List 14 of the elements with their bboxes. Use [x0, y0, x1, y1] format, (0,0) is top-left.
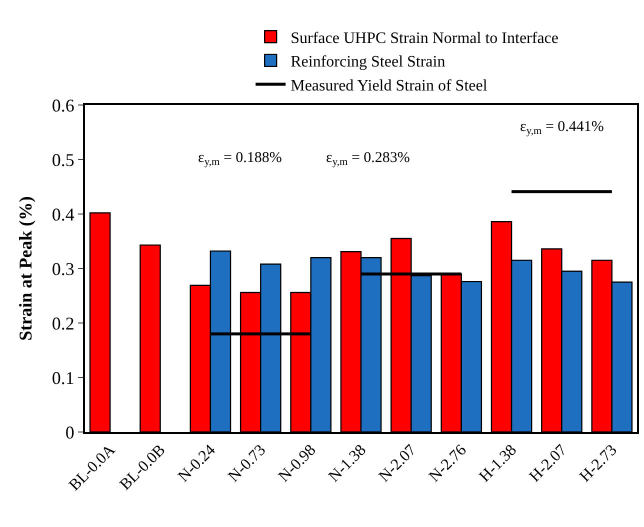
annotation: ε$_{y,m}$ = 0.188%: [198, 150, 282, 168]
legend-label: Measured Yield Strain of Steel: [290, 77, 488, 94]
legend-label: Surface UHPC Strain Normal to Interface: [290, 30, 559, 47]
y-tick-label: 0.5: [52, 150, 74, 170]
y-tick-label: 0.3: [52, 258, 74, 279]
y-tick-label: 0.2: [52, 313, 74, 334]
y-tick-label: 0.1: [52, 368, 74, 388]
y-tick-label: 0.6: [52, 95, 74, 116]
y-tick-label: 0.4: [52, 204, 74, 224]
legend-label: Reinforcing Steel Strain: [290, 54, 446, 71]
annotation: ε$_{y,m}$ = 0.441%: [520, 119, 604, 138]
y-axis-title: Strain at Peak (%): [16, 196, 36, 341]
annotation: ε$_{y,m}$ = 0.283%: [326, 150, 410, 168]
y-tick-label: 0: [65, 422, 74, 442]
